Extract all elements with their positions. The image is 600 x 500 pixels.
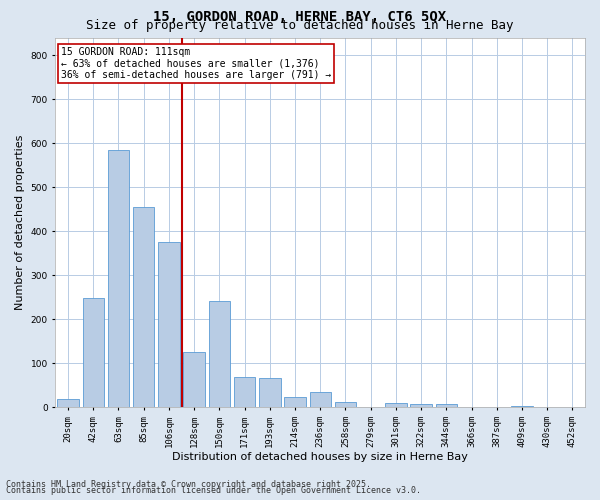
Bar <box>284 398 306 407</box>
Bar <box>209 302 230 407</box>
Bar <box>83 298 104 407</box>
Bar <box>410 404 432 407</box>
Text: 15 GORDON ROAD: 111sqm
← 63% of detached houses are smaller (1,376)
36% of semi-: 15 GORDON ROAD: 111sqm ← 63% of detached… <box>61 46 331 80</box>
Bar <box>108 150 129 407</box>
Bar <box>385 402 407 407</box>
Bar <box>184 352 205 407</box>
Bar <box>133 207 154 407</box>
Bar <box>335 402 356 407</box>
Bar <box>58 399 79 407</box>
Text: 15, GORDON ROAD, HERNE BAY, CT6 5QX: 15, GORDON ROAD, HERNE BAY, CT6 5QX <box>154 10 446 24</box>
Bar <box>234 377 255 407</box>
Bar <box>310 392 331 407</box>
X-axis label: Distribution of detached houses by size in Herne Bay: Distribution of detached houses by size … <box>172 452 468 462</box>
Text: Size of property relative to detached houses in Herne Bay: Size of property relative to detached ho… <box>86 19 514 32</box>
Bar <box>259 378 281 407</box>
Y-axis label: Number of detached properties: Number of detached properties <box>15 134 25 310</box>
Bar <box>511 406 533 407</box>
Bar <box>436 404 457 407</box>
Text: Contains public sector information licensed under the Open Government Licence v3: Contains public sector information licen… <box>6 486 421 495</box>
Text: Contains HM Land Registry data © Crown copyright and database right 2025.: Contains HM Land Registry data © Crown c… <box>6 480 371 489</box>
Bar <box>158 242 179 407</box>
